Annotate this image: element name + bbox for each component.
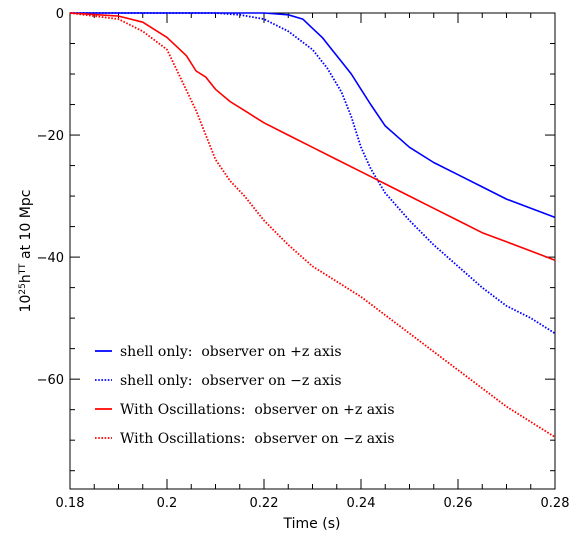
x-axis-title: Time (s) bbox=[283, 516, 341, 532]
y-axis-title-sup2: TT bbox=[18, 263, 28, 275]
series-group bbox=[69, 12, 556, 438]
x-tick-label: 0.18 bbox=[56, 496, 85, 511]
series-line bbox=[70, 12, 556, 219]
x-tick-label: 0.2 bbox=[157, 496, 178, 511]
legend-label: With Oscillations: observer on +z axis bbox=[120, 402, 395, 418]
x-tick-label: 0.26 bbox=[444, 496, 473, 511]
y-axis-title-sup1: 25 bbox=[18, 283, 28, 294]
series-line bbox=[70, 12, 556, 335]
y-axis-title-prefix: 10 bbox=[18, 295, 34, 313]
legend-label: shell only: observer on +z axis bbox=[120, 344, 342, 360]
y-axis-title: 1025hTT at 10 Mpc bbox=[18, 190, 34, 313]
y-tick-label: −60 bbox=[37, 373, 64, 388]
legend-label: With Oscillations: observer on −z axis bbox=[120, 431, 395, 447]
x-tick-label: 0.28 bbox=[541, 496, 570, 511]
y-tick-label: 0 bbox=[56, 7, 64, 22]
y-tick-label: −40 bbox=[37, 251, 64, 266]
x-tick-label: 0.24 bbox=[347, 496, 376, 511]
tick-labels: 0.18 0.2 0.22 0.24 0.26 0.28 0 −20 −40 −60 bbox=[37, 7, 570, 511]
ticks bbox=[69, 12, 556, 489]
y-axis-title-mid: h bbox=[18, 274, 34, 283]
series-line bbox=[69, 12, 556, 438]
x-tick-label: 0.22 bbox=[250, 496, 279, 511]
y-axis-title-suffix: at 10 Mpc bbox=[18, 190, 34, 264]
series-line bbox=[69, 12, 556, 261]
legend-label: shell only: observer on −z axis bbox=[120, 373, 342, 389]
legend: shell only: observer on +z axis shell onl… bbox=[95, 344, 395, 447]
y-tick-label: −20 bbox=[37, 129, 64, 144]
